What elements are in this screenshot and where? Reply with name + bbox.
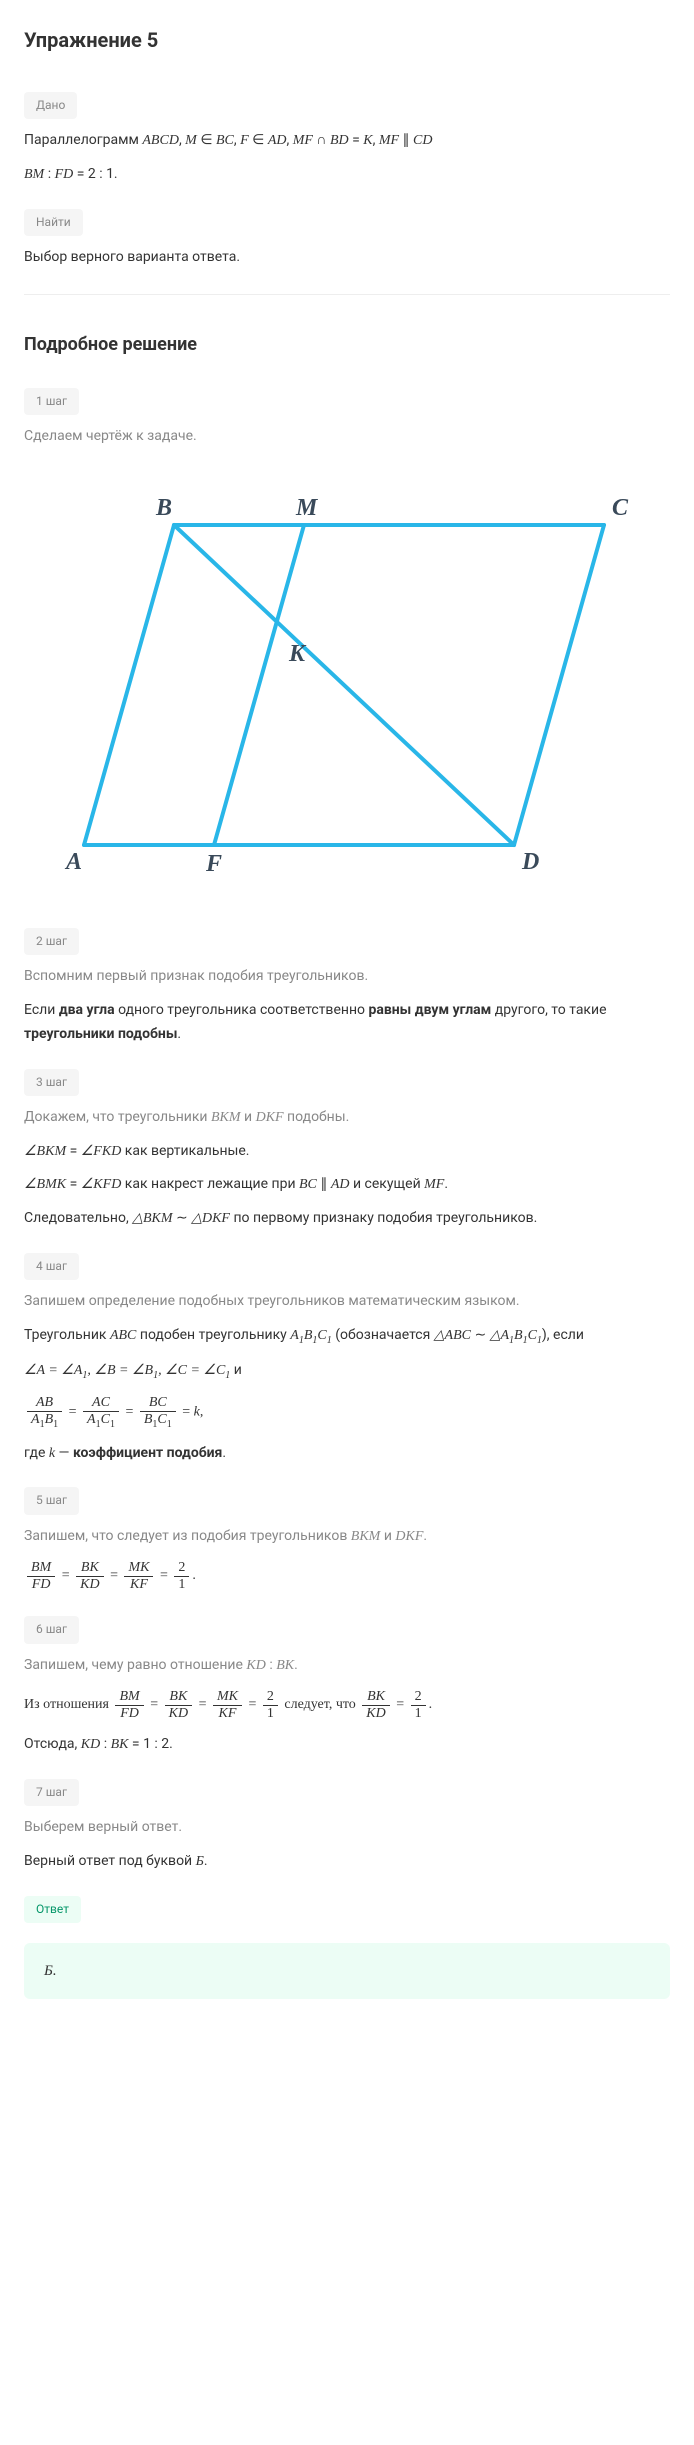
step-text: ∠BMK = ∠KFD как накрест лежащие при BC ∥…: [24, 1173, 670, 1197]
step-gray-text: Докажем, что треугольники BKM и DKF подо…: [24, 1106, 670, 1130]
step-gray-text: Вспомним первый признак подобия треуголь…: [24, 965, 670, 989]
divider: [24, 294, 670, 295]
svg-text:B: B: [155, 495, 172, 521]
find-text: Выбор верного варианта ответа.: [24, 246, 670, 270]
step-tag: 4 шаг: [24, 1253, 79, 1280]
step-gray-text: Сделаем чертёж к задаче.: [24, 425, 670, 449]
step-text: Верный ответ под буквой Б.: [24, 1850, 670, 1874]
step-gray-text: Запишем определение подобных треугольник…: [24, 1290, 670, 1314]
svg-text:C: C: [612, 495, 629, 521]
step-text: Если два угла одного треугольника соотве…: [24, 999, 670, 1047]
exercise-title: Упражнение 5: [24, 24, 670, 56]
step-text: где k — коэффициент подобия.: [24, 1442, 670, 1466]
step-text: Отсюда, KD : BK = 1 : 2.: [24, 1733, 670, 1757]
step-tag: 6 шаг: [24, 1616, 79, 1643]
parallelogram-svg: A B C D M F K: [24, 465, 664, 885]
step-gray-text: Запишем, что следует из подобия треуголь…: [24, 1525, 670, 1549]
step-tag: 1 шаг: [24, 388, 79, 415]
given-text-2: BM : FD = 2 : 1.: [24, 163, 670, 187]
fraction-equation: BMFD = BKKD = MKKF = 21.: [24, 1560, 670, 1592]
step-tag: 2 шаг: [24, 928, 79, 955]
step-gray-text: Выберем верный ответ.: [24, 1816, 670, 1840]
svg-text:A: A: [64, 849, 82, 875]
step-text: Треугольник ABC подобен треугольнику A1B…: [24, 1324, 670, 1349]
answer-text: Б.: [44, 1963, 57, 1979]
step-gray-text: Запишем, чему равно отношение KD : BK.: [24, 1654, 670, 1678]
step-text: ∠A = ∠A1, ∠B = ∠B1, ∠C = ∠C1 и: [24, 1359, 670, 1384]
step-text: Следовательно, △BKM ∼ △DKF по первому пр…: [24, 1207, 670, 1231]
step-text: ∠BKM = ∠FKD как вертикальные.: [24, 1140, 670, 1164]
step-tag: 3 шаг: [24, 1069, 79, 1096]
fraction-equation: ABA1B1 = ACA1C1 = BCB1C1 = k,: [24, 1395, 670, 1429]
fraction-equation: Из отношения BMFD = BKKD = MKKF = 21 сле…: [24, 1689, 670, 1721]
given-tag: Дано: [24, 92, 77, 119]
geometry-figure: A B C D M F K: [24, 465, 670, 892]
svg-text:M: M: [295, 495, 319, 521]
answer-tag: Ответ: [24, 1896, 81, 1923]
given-text: Параллелограмм ABCD, M ∈ BC, F ∈ AD, MF …: [24, 129, 670, 153]
svg-text:F: F: [205, 851, 222, 877]
step-tag: 7 шаг: [24, 1779, 79, 1806]
step-tag: 5 шаг: [24, 1487, 79, 1514]
answer-box: Б.: [24, 1943, 670, 1999]
svg-text:K: K: [288, 641, 307, 667]
svg-text:D: D: [521, 849, 539, 875]
solution-heading: Подробное решение: [24, 331, 670, 360]
find-tag: Найти: [24, 209, 83, 236]
